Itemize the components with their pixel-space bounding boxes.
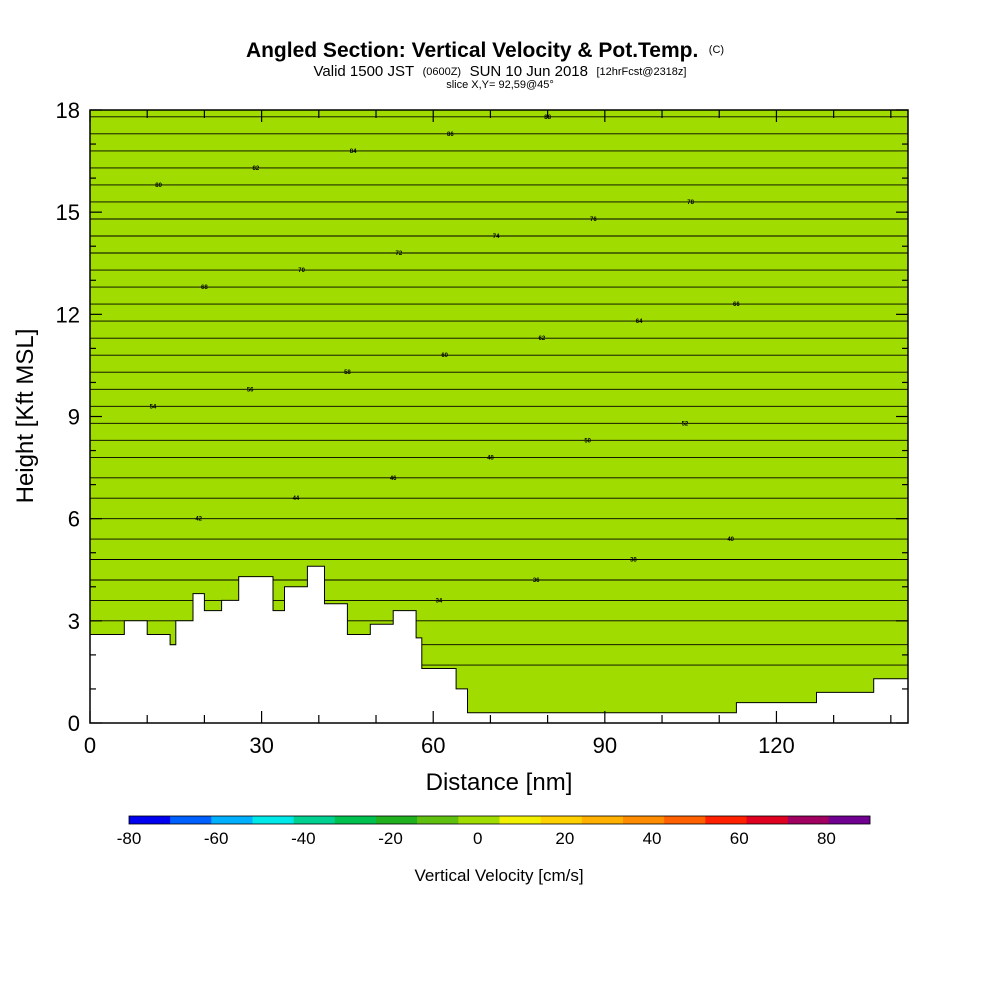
valid-time: Valid 1500 JST — [314, 63, 415, 80]
isentrope-lines: 2830323436384042444648505254565860626466… — [90, 115, 908, 669]
colorbar-tick-label: -60 — [204, 829, 229, 848]
colorbar-swatch — [293, 816, 336, 824]
isentrope-label: 70 — [298, 268, 305, 274]
isentrope-label: 40 — [727, 537, 734, 543]
isentrope-label: 86 — [447, 132, 454, 138]
isentrope-label: 72 — [396, 251, 403, 257]
terrain-mask — [90, 565, 908, 723]
y-tick-label: 9 — [68, 405, 80, 430]
isentrope-label: 46 — [390, 476, 397, 482]
chart-title-main: Angled Section: Vertical Velocity & Pot.… — [246, 39, 698, 62]
isentrope-label: 52 — [682, 421, 689, 427]
isentrope-label: 36 — [533, 578, 540, 584]
isentrope-label: 78 — [687, 200, 694, 206]
isentrope-label: 74 — [493, 234, 500, 240]
isentrope-label: 64 — [636, 319, 643, 325]
colorbar-tick-label: -40 — [291, 829, 316, 848]
colorbar-swatch — [376, 816, 418, 824]
colorbar-tick-label: 0 — [473, 829, 482, 848]
colorbar-tick-label: 40 — [643, 829, 662, 848]
colorbar-frame — [128, 815, 871, 825]
isentrope-label: 80 — [155, 183, 162, 189]
chart-title-unit: (C) — [709, 44, 724, 56]
x-tick-label: 90 — [593, 733, 617, 758]
isentrope-label: 66 — [733, 302, 740, 308]
colorbar-swatch — [540, 816, 583, 824]
y-axis-label: Height [Kft MSL] — [12, 329, 39, 504]
valid-date: SUN 10 Jun 2018 — [470, 63, 588, 80]
valid-time-line: Valid 1500 JST (0600Z) SUN 10 Jun 2018 [… — [314, 62, 687, 80]
isentrope-label: 42 — [195, 517, 202, 523]
isentrope-label: 50 — [584, 438, 591, 444]
colorbar-swatch — [458, 816, 500, 824]
y-tick-label: 12 — [56, 302, 80, 327]
isentrope-label: 54 — [150, 404, 157, 410]
y-tick-label: 15 — [56, 200, 80, 225]
colorbar-tick-label: 60 — [730, 829, 749, 848]
chart-title: Angled Section: Vertical Velocity & Pot.… — [246, 39, 724, 62]
colorbar-swatch — [787, 816, 830, 824]
colorbar-swatch — [417, 816, 459, 824]
colorbar-swatch — [211, 816, 253, 824]
colorbar-tick-label: -80 — [117, 829, 142, 848]
isentrope-label: 62 — [539, 336, 546, 342]
isentrope-label: 82 — [253, 166, 260, 172]
colorbar-tick-label: 80 — [817, 829, 836, 848]
valid-zulu: (0600Z) — [423, 66, 462, 78]
y-tick-label: 6 — [68, 507, 80, 532]
x-axis-label: Distance [nm] — [426, 769, 573, 796]
colorbar-swatch — [499, 816, 541, 824]
x-tick-label: 120 — [758, 733, 795, 758]
y-tick-label: 18 — [56, 98, 80, 123]
colorbar-tick-label: 20 — [555, 829, 574, 848]
x-axis: 0 30 60 90 120 — [84, 110, 892, 758]
y-tick-label: 3 — [68, 609, 80, 634]
colorbar-swatch — [623, 816, 665, 824]
isentrope-label: 58 — [344, 370, 351, 376]
colorbar-swatch — [746, 816, 788, 824]
isentrope-label: 76 — [590, 217, 597, 223]
isentrope-label: 38 — [630, 558, 637, 564]
x-tick-label: 0 — [84, 733, 96, 758]
isentrope-label: 44 — [293, 496, 300, 502]
isentrope-label: 68 — [201, 285, 208, 291]
colorbar-swatch — [252, 816, 294, 824]
isentrope-label: 34 — [436, 598, 443, 604]
plot-area: 2830323436384042444648505254565860626466… — [90, 110, 908, 723]
isentrope-label: 56 — [247, 387, 254, 393]
colorbar: -80 -60 -40 -20 0 20 40 60 80 — [117, 815, 871, 848]
colorbar-swatch — [129, 816, 171, 824]
colorbar-swatch — [828, 816, 871, 824]
slice-info: slice X,Y= 92,59@45° — [446, 79, 554, 91]
isentrope-label: 60 — [441, 353, 448, 359]
isentrope-label: 84 — [350, 149, 357, 155]
colorbar-swatch — [581, 816, 624, 824]
y-tick-label: 0 — [68, 711, 80, 736]
isentrope-label: 48 — [487, 455, 494, 461]
x-tick-label: 60 — [421, 733, 445, 758]
x-tick-label: 30 — [249, 733, 273, 758]
colorbar-swatch — [170, 816, 212, 824]
forecast-info: [12hrFcst@2318z] — [596, 66, 686, 78]
colorbar-swatch — [664, 816, 706, 824]
colorbar-label: Vertical Velocity [cm/s] — [414, 866, 583, 885]
colorbar-swatch — [705, 816, 747, 824]
colorbar-swatch — [334, 816, 377, 824]
colorbar-tick-label: -20 — [378, 829, 403, 848]
